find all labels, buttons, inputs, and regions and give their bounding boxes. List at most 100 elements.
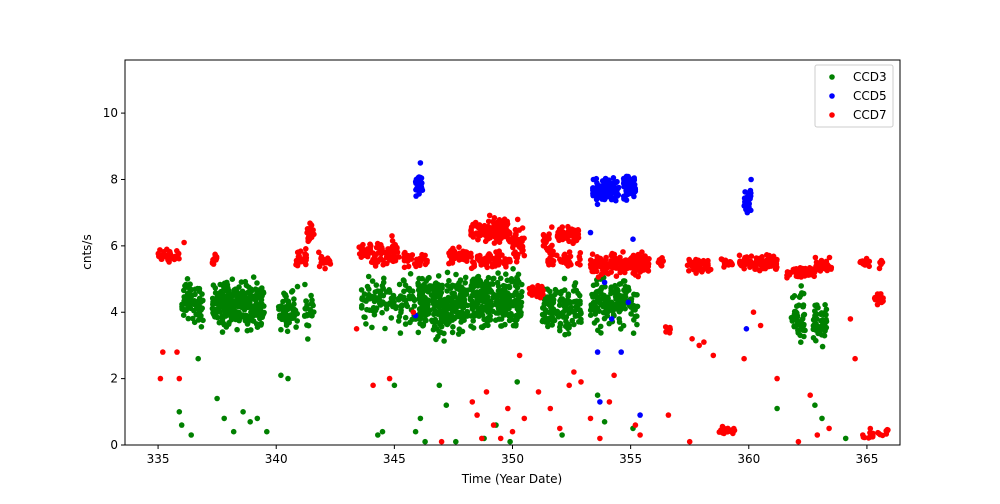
data-point-ccd3 bbox=[619, 293, 625, 299]
data-point-ccd3 bbox=[228, 312, 234, 318]
data-point-ccd7 bbox=[160, 349, 166, 355]
data-point-ccd7 bbox=[464, 258, 470, 265]
data-point-ccd7 bbox=[389, 233, 395, 239]
data-point-ccd3 bbox=[598, 290, 604, 297]
data-point-ccd7 bbox=[757, 322, 764, 329]
data-point-ccd7 bbox=[750, 309, 757, 316]
data-point-ccd3 bbox=[484, 318, 490, 324]
legend-marker-ccd3 bbox=[829, 74, 835, 80]
data-point-ccd5 bbox=[610, 175, 617, 181]
data-point-ccd3 bbox=[573, 304, 579, 310]
data-point-ccd3 bbox=[594, 298, 600, 305]
legend-marker-ccd7 bbox=[829, 112, 835, 118]
data-point-ccd5 bbox=[607, 191, 614, 198]
data-point-ccd3 bbox=[438, 285, 445, 291]
data-point-ccd7 bbox=[760, 262, 767, 269]
data-point-ccd7 bbox=[613, 273, 620, 280]
data-point-ccd3 bbox=[429, 292, 436, 299]
data-point-ccd5 bbox=[418, 175, 425, 181]
data-point-ccd7 bbox=[501, 227, 507, 233]
data-point-ccd7 bbox=[450, 251, 457, 258]
data-point-ccd7 bbox=[386, 375, 393, 382]
data-point-ccd3 bbox=[469, 298, 475, 304]
data-point-ccd7 bbox=[476, 231, 482, 237]
data-point-ccd3 bbox=[518, 311, 524, 318]
data-point-ccd7 bbox=[519, 245, 525, 252]
data-point-ccd3 bbox=[461, 293, 467, 299]
data-point-ccd7 bbox=[867, 425, 874, 432]
data-point-ccd7 bbox=[627, 262, 634, 269]
y-axis-label: cnts/s bbox=[80, 234, 94, 269]
data-point-ccd7 bbox=[456, 250, 463, 257]
data-point-ccd3 bbox=[279, 304, 285, 310]
data-point-ccd3 bbox=[234, 303, 241, 310]
data-point-ccd7 bbox=[167, 253, 174, 259]
data-point-ccd3 bbox=[608, 285, 614, 292]
data-point-ccd7 bbox=[549, 224, 555, 230]
data-point-ccd3 bbox=[291, 301, 297, 307]
data-point-ccd7 bbox=[213, 253, 220, 260]
data-point-ccd5 bbox=[602, 192, 608, 198]
data-point-ccd7 bbox=[181, 239, 187, 246]
data-point-ccd7 bbox=[729, 261, 735, 268]
data-point-ccd7 bbox=[549, 242, 555, 249]
data-point-ccd3 bbox=[514, 276, 521, 283]
data-point-ccd5 bbox=[587, 229, 594, 236]
data-point-ccd7 bbox=[463, 252, 470, 258]
data-point-ccd3 bbox=[546, 309, 552, 316]
data-point-ccd3 bbox=[254, 280, 260, 286]
data-point-ccd3 bbox=[547, 288, 553, 295]
data-point-ccd5 bbox=[632, 186, 639, 193]
data-point-ccd3 bbox=[438, 329, 444, 336]
data-point-ccd3 bbox=[422, 438, 428, 445]
data-point-ccd3 bbox=[774, 405, 780, 412]
data-point-ccd3 bbox=[565, 291, 572, 298]
x-tick-label: 345 bbox=[383, 452, 406, 466]
data-point-ccd3 bbox=[232, 299, 238, 305]
data-point-ccd3 bbox=[197, 298, 204, 305]
data-point-ccd7 bbox=[567, 253, 574, 260]
data-point-ccd3 bbox=[453, 271, 459, 278]
data-point-ccd3 bbox=[480, 298, 486, 305]
data-point-ccd7 bbox=[772, 262, 778, 268]
data-point-ccd5 bbox=[748, 176, 754, 183]
data-point-ccd3 bbox=[617, 281, 624, 287]
data-point-ccd3 bbox=[405, 286, 411, 293]
data-point-ccd7 bbox=[759, 253, 765, 260]
data-point-ccd3 bbox=[438, 314, 445, 320]
data-point-ccd3 bbox=[304, 322, 310, 328]
data-point-ccd3 bbox=[417, 415, 424, 422]
x-tick-label: 365 bbox=[855, 452, 878, 466]
data-point-ccd3 bbox=[289, 288, 296, 294]
data-point-ccd3 bbox=[813, 337, 819, 344]
data-point-ccd3 bbox=[195, 355, 201, 362]
x-axis-ticks: 335 340 345 350 355 360 365 bbox=[147, 445, 878, 466]
data-point-ccd3 bbox=[601, 419, 608, 425]
data-point-ccd7 bbox=[389, 238, 396, 244]
data-point-ccd7 bbox=[632, 261, 638, 268]
data-point-ccd7 bbox=[852, 355, 858, 362]
data-point-ccd7 bbox=[501, 260, 508, 267]
data-point-ccd3 bbox=[565, 330, 572, 337]
data-point-ccd5 bbox=[637, 412, 643, 418]
data-point-ccd7 bbox=[878, 260, 884, 267]
data-point-ccd7 bbox=[353, 326, 360, 332]
data-point-ccd3 bbox=[281, 290, 287, 297]
data-point-ccd7 bbox=[547, 405, 554, 412]
data-point-ccd3 bbox=[499, 290, 506, 296]
data-point-ccd7 bbox=[722, 258, 728, 264]
data-point-ccd3 bbox=[398, 307, 404, 314]
data-point-ccd7 bbox=[686, 257, 693, 264]
data-point-ccd3 bbox=[430, 326, 437, 333]
data-point-ccd7 bbox=[664, 326, 671, 333]
data-point-ccd7 bbox=[302, 253, 308, 260]
data-point-ccd3 bbox=[796, 294, 803, 301]
data-point-ccd7 bbox=[630, 270, 636, 277]
data-point-ccd3 bbox=[514, 379, 520, 385]
data-point-ccd3 bbox=[591, 291, 598, 297]
data-point-ccd5 bbox=[419, 187, 426, 193]
data-point-ccd3 bbox=[468, 283, 475, 289]
data-point-ccd3 bbox=[561, 303, 568, 310]
data-point-ccd3 bbox=[237, 298, 244, 304]
data-point-ccd3 bbox=[358, 287, 365, 293]
